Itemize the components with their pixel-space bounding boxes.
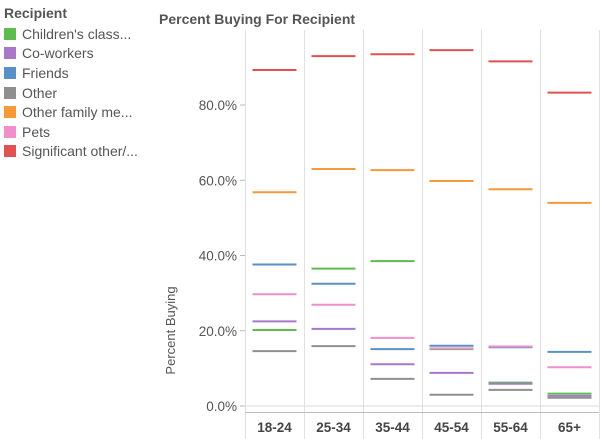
legend-swatch	[4, 106, 16, 119]
legend-item[interactable]: Pets	[4, 122, 154, 142]
legend-title: Recipient	[4, 5, 68, 21]
legend-label: Co-workers	[22, 45, 94, 62]
legend-item[interactable]: Friends	[4, 63, 154, 83]
y-tick-label: 80.0%	[199, 98, 237, 113]
x-category-label: 18-24	[257, 420, 292, 435]
legend-swatch	[4, 125, 16, 138]
x-category-label: 65+	[558, 420, 581, 435]
x-category-label: 55-64	[493, 420, 528, 435]
y-tick-label: 20.0%	[199, 324, 237, 339]
y-axis-title: Percent Buying	[163, 286, 178, 374]
x-category-label: 35-44	[375, 420, 410, 435]
legend-label: Other	[22, 84, 58, 101]
legend-item[interactable]: Significant other/...	[4, 142, 154, 162]
x-category-label: 25-34	[316, 420, 351, 435]
legend-swatch	[4, 66, 16, 79]
x-category-label: 45-54	[434, 420, 469, 435]
legend-label: Significant other/...	[22, 143, 138, 160]
legend-item[interactable]: Other family me...	[4, 102, 154, 122]
y-tick-label: 0.0%	[206, 399, 237, 414]
legend-label: Other family me...	[22, 104, 133, 121]
legend-item[interactable]: Co-workers	[4, 44, 154, 64]
legend-label: Children's class...	[22, 25, 132, 42]
legend-item[interactable]: Children's class...	[4, 24, 154, 44]
legend-swatch	[4, 145, 16, 158]
legend-label: Friends	[22, 64, 69, 81]
legend-swatch	[4, 86, 16, 99]
legend-items: Children's class... Co-workers Friends Othe…	[4, 24, 154, 161]
y-tick-label: 60.0%	[199, 173, 237, 188]
legend-item[interactable]: Other	[4, 83, 154, 103]
legend-swatch	[4, 27, 16, 40]
legend-label: Pets	[22, 123, 51, 140]
legend: Recipient Children's class... Co-workers F…	[4, 5, 154, 161]
chart-title: Percent Buying For Recipient	[159, 11, 356, 27]
legend-swatch	[4, 47, 16, 60]
y-tick-label: 40.0%	[199, 249, 237, 264]
